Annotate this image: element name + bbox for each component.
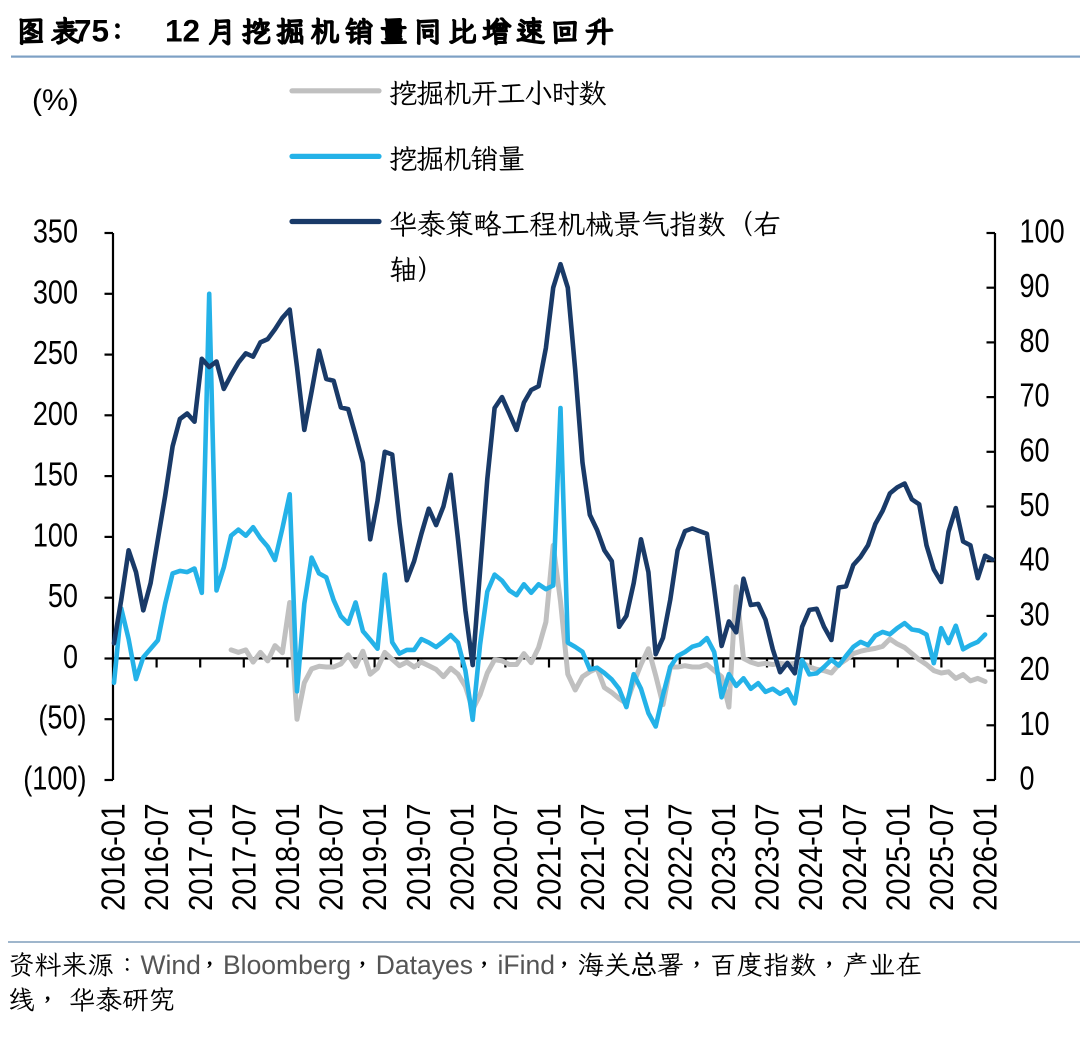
svg-text:2017-07: 2017-07 [225, 804, 262, 912]
svg-text:100: 100 [33, 516, 78, 553]
svg-text:50: 50 [48, 577, 78, 614]
svg-text:300: 300 [33, 273, 78, 310]
svg-text:70: 70 [1020, 377, 1050, 414]
svg-text:2026-01: 2026-01 [967, 804, 1004, 912]
svg-text:2022-07: 2022-07 [661, 804, 698, 912]
svg-text:2025-07: 2025-07 [923, 804, 960, 912]
svg-text:20: 20 [1020, 650, 1050, 687]
svg-text:2020-01: 2020-01 [443, 804, 480, 912]
svg-text:200: 200 [33, 395, 78, 432]
svg-text:2023-07: 2023-07 [749, 804, 786, 912]
svg-text:2019-07: 2019-07 [400, 804, 437, 912]
svg-text:350: 350 [33, 213, 78, 250]
svg-text:40: 40 [1020, 541, 1050, 578]
svg-text:2016-01: 2016-01 [95, 804, 132, 912]
svg-text:2024-01: 2024-01 [792, 804, 829, 912]
svg-text:2018-01: 2018-01 [269, 804, 306, 912]
svg-text:2020-07: 2020-07 [487, 804, 524, 912]
svg-text:Wind: Wind [141, 950, 201, 980]
svg-text:2019-01: 2019-01 [356, 804, 393, 912]
svg-text:30: 30 [1020, 595, 1050, 632]
svg-text:0: 0 [63, 638, 78, 675]
svg-text:2016-07: 2016-07 [138, 804, 175, 912]
svg-text:80: 80 [1020, 322, 1050, 359]
svg-text:(50): (50) [38, 699, 86, 736]
svg-text:75: 75 [74, 13, 109, 49]
svg-text:12: 12 [165, 13, 200, 49]
svg-text:250: 250 [33, 334, 78, 371]
svg-text:150: 150 [33, 456, 78, 493]
svg-text:60: 60 [1020, 431, 1050, 468]
svg-text:2024-07: 2024-07 [836, 804, 873, 912]
svg-text:2023-01: 2023-01 [705, 804, 742, 912]
svg-text:10: 10 [1020, 705, 1050, 742]
svg-text:2021-07: 2021-07 [574, 804, 611, 912]
svg-text:0: 0 [1020, 760, 1035, 797]
svg-text:iFind: iFind [498, 950, 555, 980]
svg-text:100: 100 [1020, 213, 1065, 250]
svg-text:Bloomberg: Bloomberg [223, 950, 351, 980]
svg-text:(%): (%) [32, 84, 79, 117]
svg-text:90: 90 [1020, 267, 1050, 304]
svg-text:2018-07: 2018-07 [313, 804, 350, 912]
svg-text:Datayes: Datayes [376, 950, 473, 980]
svg-text:2021-01: 2021-01 [531, 804, 568, 912]
svg-text:2017-01: 2017-01 [182, 804, 219, 912]
svg-text:2025-01: 2025-01 [879, 804, 916, 912]
svg-text:50: 50 [1020, 486, 1050, 523]
svg-text:(100): (100) [23, 760, 86, 797]
svg-text:2022-01: 2022-01 [618, 804, 655, 912]
